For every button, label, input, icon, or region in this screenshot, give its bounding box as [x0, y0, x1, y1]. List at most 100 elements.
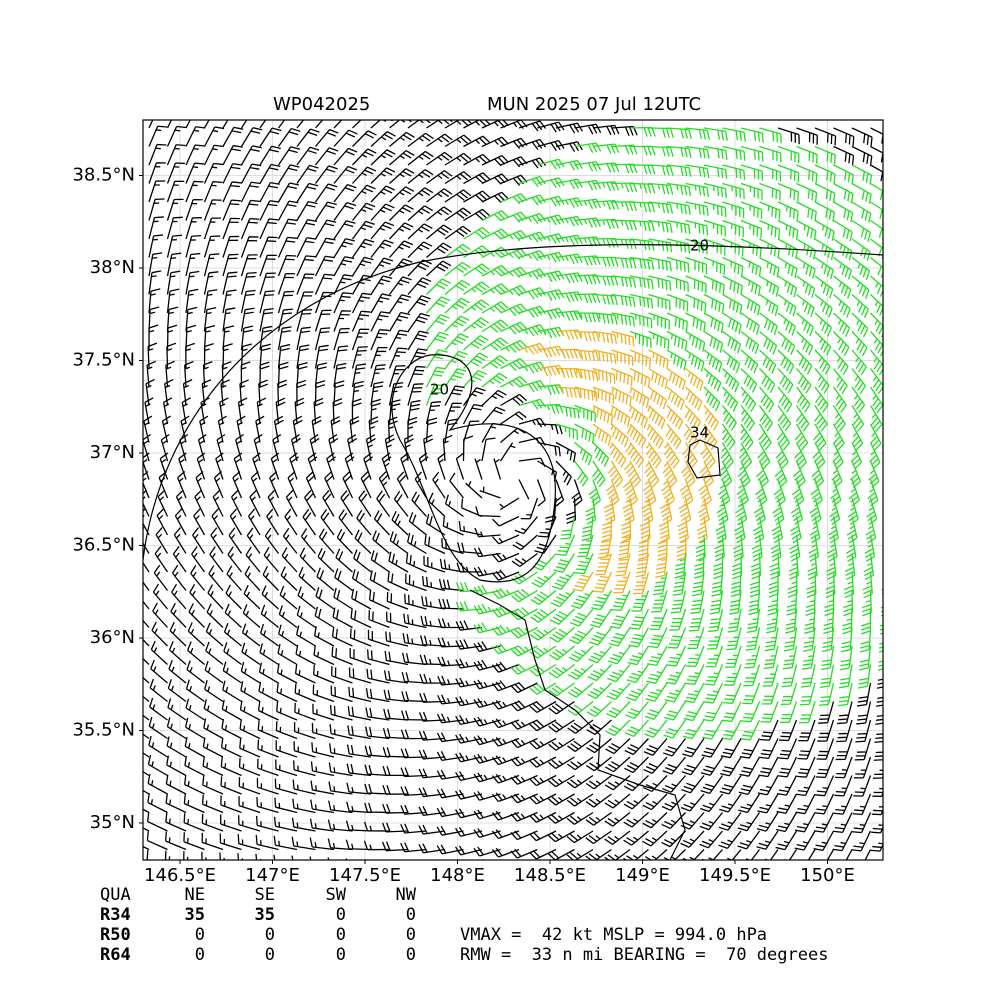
wind-barb	[814, 812, 835, 833]
wind-barb	[481, 120, 509, 129]
wind-barb	[733, 534, 744, 562]
wind-barb	[626, 423, 647, 449]
wind-barb	[407, 241, 433, 258]
wind-barb	[149, 697, 168, 721]
wind-barb	[166, 717, 187, 740]
wind-barb	[276, 682, 298, 703]
wind-barb	[549, 627, 575, 643]
wind-barb	[866, 497, 878, 526]
wind-barb	[889, 387, 901, 413]
wind-barb	[615, 553, 631, 577]
wind-barb	[702, 701, 724, 722]
wind-barb	[291, 836, 316, 851]
wind-barb	[510, 737, 538, 749]
wind-barb	[682, 849, 705, 860]
wind-barb	[626, 664, 650, 684]
wind-barb	[723, 682, 742, 704]
wind-barb	[592, 275, 619, 286]
wind-barb	[623, 775, 649, 792]
wind-barb	[300, 528, 317, 554]
wind-barb	[240, 361, 251, 388]
wind-barb	[347, 434, 358, 462]
wind-barb	[295, 625, 316, 647]
wind-barb	[420, 615, 446, 629]
wind-barb	[266, 508, 280, 536]
wind-barb	[161, 415, 171, 443]
wind-barb	[685, 164, 710, 178]
wind-barb	[777, 182, 800, 202]
wind-barb	[257, 720, 279, 740]
wind-barb	[333, 147, 358, 166]
wind-barb	[423, 434, 434, 462]
wind-barb	[797, 738, 816, 760]
wind-barb	[165, 774, 187, 795]
wind-barb	[426, 151, 453, 166]
wind-barb	[873, 751, 883, 761]
wind-barb	[143, 600, 150, 610]
wind-barb	[155, 527, 169, 554]
wind-barb	[213, 470, 224, 499]
wind-barb	[774, 460, 788, 489]
wind-barb	[889, 184, 908, 205]
wind-barb	[611, 386, 632, 407]
wind-barb	[455, 658, 483, 669]
wind-barb	[510, 811, 538, 822]
wind-barb	[859, 627, 872, 653]
wind-barb	[302, 508, 317, 536]
wind-barb	[207, 584, 224, 610]
table-cell: 0	[336, 905, 346, 925]
wind-barb	[310, 761, 335, 777]
wind-barb	[777, 219, 799, 240]
wind-barb	[686, 645, 705, 668]
wind-barb	[721, 423, 736, 451]
table-cell: R50	[100, 925, 131, 945]
wind-barb	[758, 405, 774, 432]
wind-barb	[703, 405, 719, 431]
wind-barb	[473, 809, 501, 820]
wind-barb	[548, 663, 575, 679]
wind-barb	[296, 146, 320, 166]
wind-barb	[869, 442, 881, 470]
wind-barb	[291, 855, 294, 860]
wind-barb	[623, 793, 649, 810]
wind-barb	[153, 564, 169, 591]
wind-barb	[804, 608, 816, 634]
x-tick-label: 150°E	[800, 865, 855, 886]
wind-barb	[240, 254, 258, 277]
wind-barb	[574, 179, 602, 191]
wind-barb	[462, 435, 474, 462]
wind-barb	[777, 127, 800, 145]
wind-barb	[610, 423, 629, 448]
wind-barb	[703, 349, 723, 373]
wind-barb	[277, 254, 297, 277]
wind-barb	[814, 312, 833, 337]
wind-barb	[314, 201, 337, 221]
wind-barb	[648, 330, 670, 350]
wind-barb	[388, 329, 409, 351]
wind-barb	[426, 314, 450, 332]
wind-barb	[331, 666, 353, 684]
wind-barb	[170, 602, 187, 628]
wind-barb	[225, 584, 242, 610]
wind-barb	[183, 775, 205, 795]
wind-barb	[388, 258, 413, 277]
wind-barb	[351, 238, 375, 258]
wind-barb	[592, 218, 619, 229]
wind-barb	[340, 490, 354, 517]
wind-barb	[418, 711, 446, 722]
wind-barb	[537, 345, 565, 358]
wind-barb	[333, 238, 355, 258]
wind-barb	[276, 663, 298, 684]
wind-barb	[461, 498, 483, 518]
wind-barb	[857, 664, 872, 689]
wind-barb	[426, 242, 452, 258]
wind-barb	[872, 769, 883, 779]
wind-barb	[779, 719, 798, 742]
wind-barb	[777, 775, 798, 796]
wind-barb	[240, 199, 261, 221]
wind-barb	[333, 310, 352, 332]
wind-barb	[782, 645, 798, 670]
wind-barb	[419, 673, 446, 684]
y-tick-label: 35°N	[90, 812, 135, 833]
y-tick-label: 35.5°N	[72, 720, 135, 741]
